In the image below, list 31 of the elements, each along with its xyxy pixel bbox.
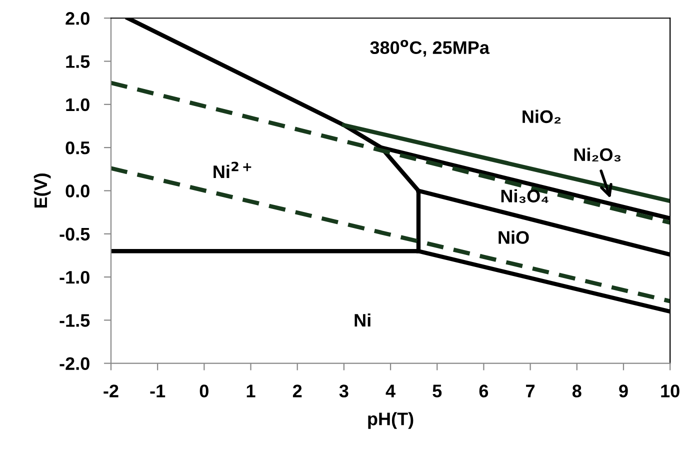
x-tick-label: 1	[246, 384, 256, 398]
x-axis-title: pH(T)	[368, 412, 414, 429]
y-tick-label: 0.5	[66, 142, 90, 154]
x-tick-label: -2	[104, 384, 118, 398]
y-tick-label: -1.0	[60, 270, 90, 284]
y-tick-label: -2.0	[60, 357, 90, 370]
y-tick-label: 2.0	[66, 12, 90, 25]
x-tick-label: 4	[386, 384, 396, 398]
y-tick-label: -1.5	[60, 314, 90, 327]
annotation: NiO	[498, 230, 529, 244]
y-tick-label: 1.0	[66, 98, 90, 112]
x-tick-label: 2	[292, 384, 302, 398]
annotation: Ni$^{2+}$	[214, 162, 252, 178]
x-tick-label: 10	[661, 384, 680, 398]
x-tick-label: 6	[479, 384, 488, 398]
y-axis-title: E(V)	[34, 174, 51, 208]
x-tick-label: 7	[526, 384, 535, 398]
x-tick-label: -1	[150, 384, 166, 398]
x-tick-label: 8	[572, 384, 582, 398]
x-tick-label: 5	[432, 384, 442, 398]
x-tick-label: 3	[339, 384, 348, 398]
annotation: Ni₂O₃	[574, 148, 621, 162]
annotation: 380$^{o}$C, 25MPa	[370, 40, 490, 57]
annotation: Ni₃O₄	[501, 189, 548, 203]
y-tick-label: -0.5	[60, 228, 90, 241]
x-tick-label: 0	[200, 384, 208, 398]
annotation: Ni	[354, 313, 370, 327]
y-tick-label: 0.0	[66, 184, 90, 198]
annotation: NiO₂	[522, 110, 561, 124]
y-tick-label: 1.5	[66, 55, 90, 68]
x-tick-label: 9	[619, 384, 628, 398]
